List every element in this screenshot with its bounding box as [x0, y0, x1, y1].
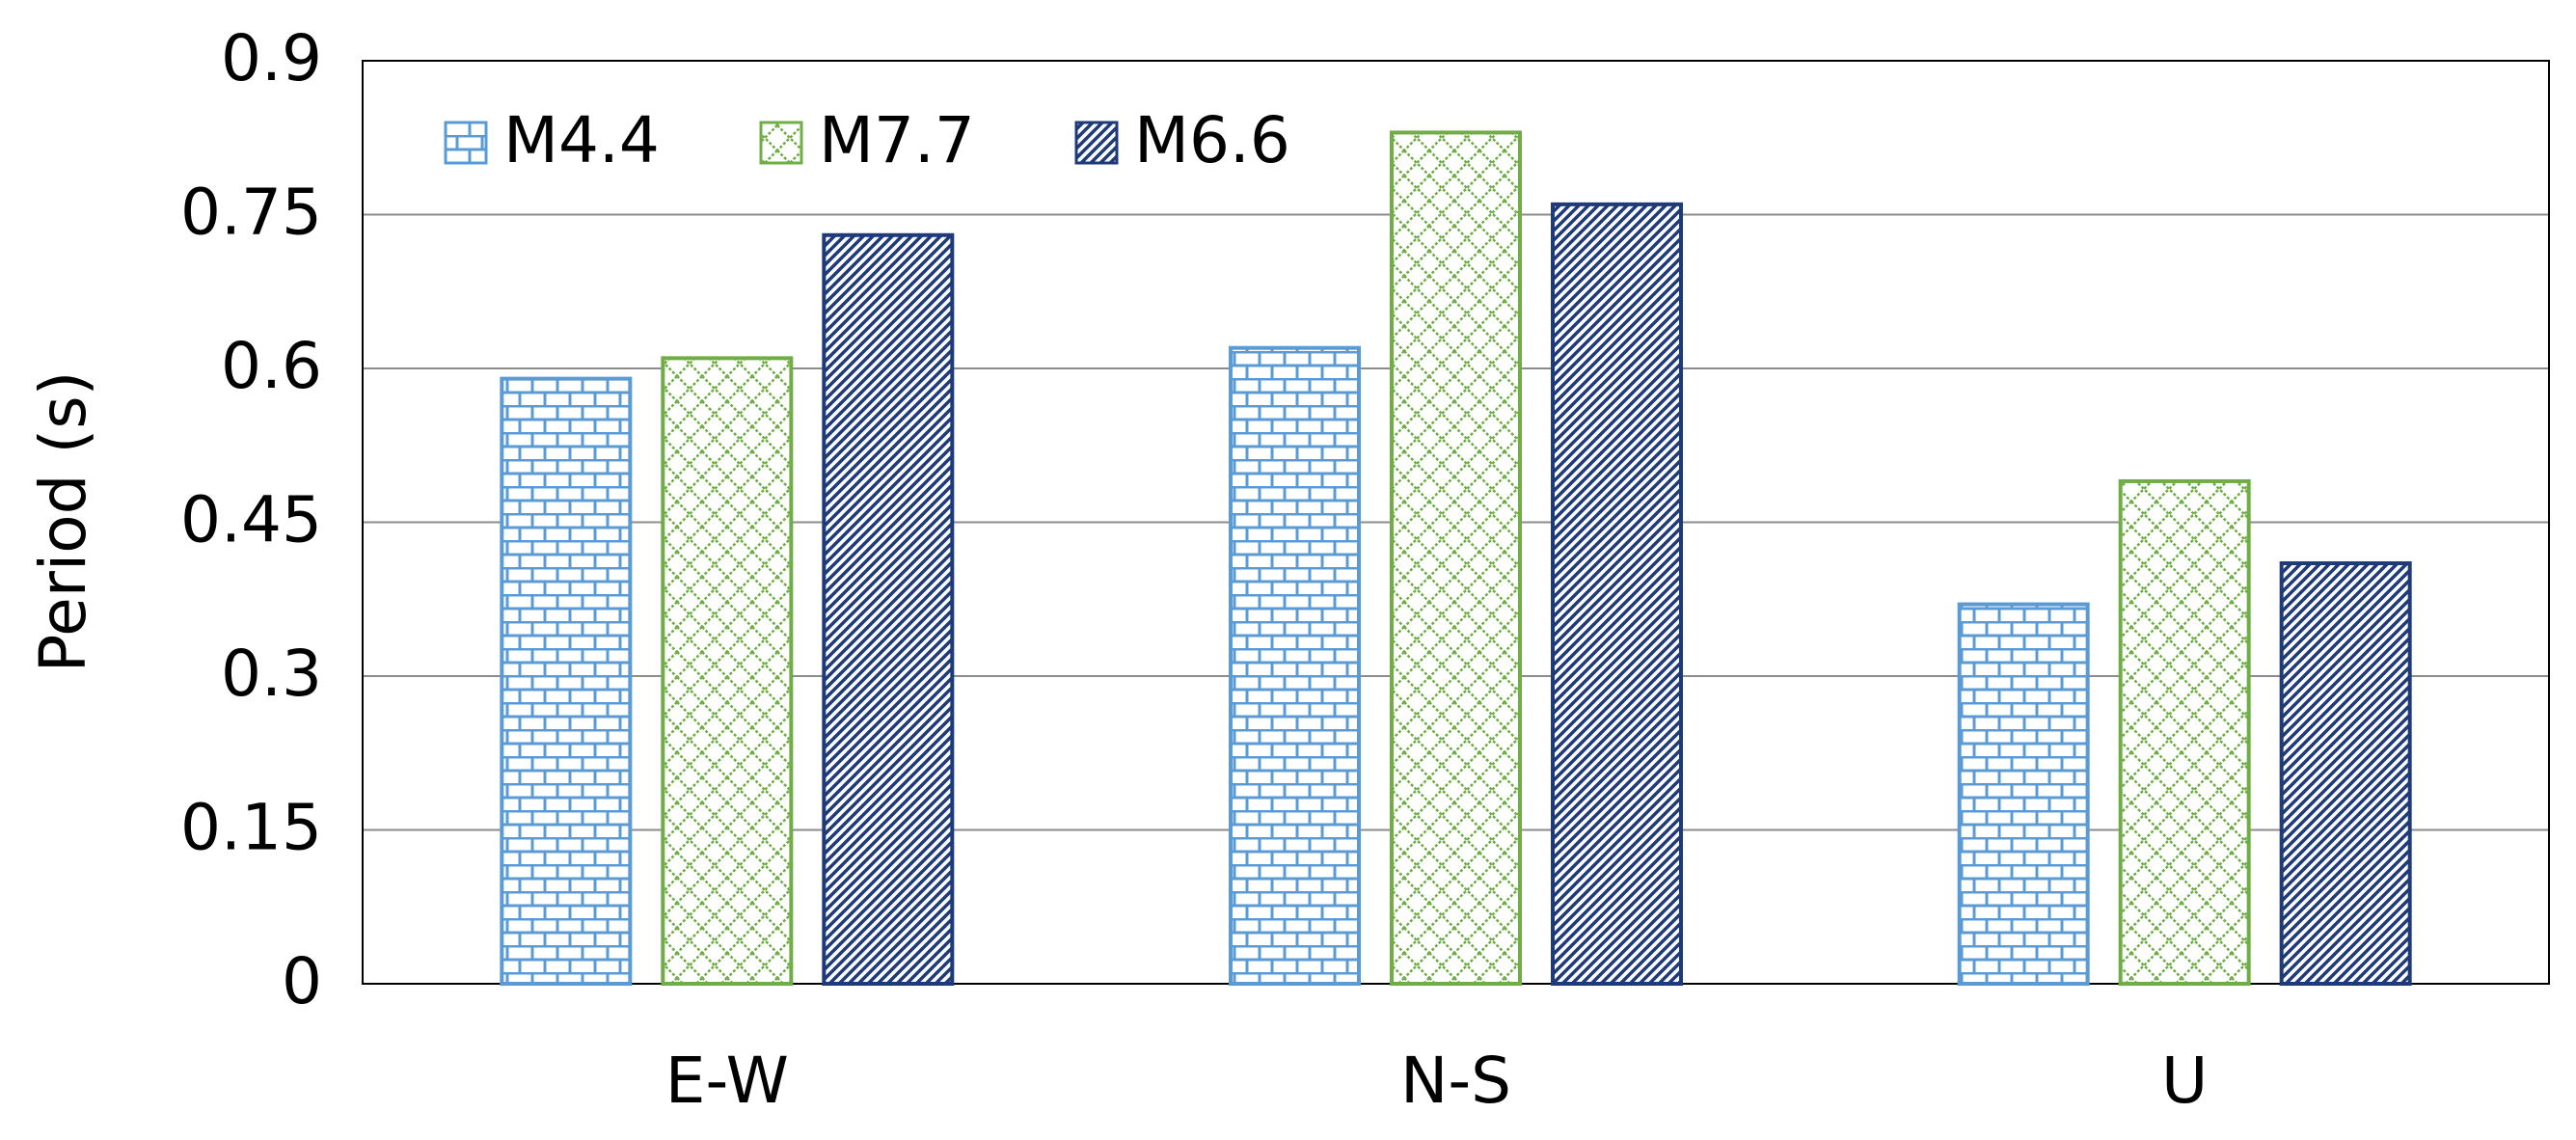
y-tick-label: 0 [282, 944, 322, 1018]
bar [1229, 345, 1361, 986]
bar [1390, 130, 1522, 986]
legend-label: M4.4 [503, 103, 660, 177]
x-tick-label: N-S [1400, 1044, 1511, 1118]
bar [2118, 478, 2251, 986]
bar [500, 376, 633, 986]
x-tick-label: U [2161, 1044, 2208, 1118]
legend-swatch [1074, 121, 1119, 165]
x-tick-label: E-W [665, 1044, 789, 1118]
y-tick-label: 0.15 [180, 791, 322, 865]
y-tick-label: 0.6 [221, 329, 322, 403]
y-tick-label: 0.45 [180, 483, 322, 557]
legend-label: M7.7 [819, 103, 975, 177]
bar [822, 232, 955, 986]
legend-label: M6.6 [1134, 103, 1290, 177]
bar [661, 356, 794, 987]
bar [1551, 202, 1683, 987]
legend-swatch [759, 121, 803, 165]
y-axis-label: Period (s) [26, 371, 100, 673]
y-tick-label: 0.3 [221, 637, 322, 711]
y-tick-label: 0.75 [180, 176, 322, 250]
y-tick-label: 0.9 [221, 21, 322, 95]
bar [2279, 561, 2412, 986]
bar [1957, 602, 2090, 986]
legend-swatch [444, 121, 488, 165]
